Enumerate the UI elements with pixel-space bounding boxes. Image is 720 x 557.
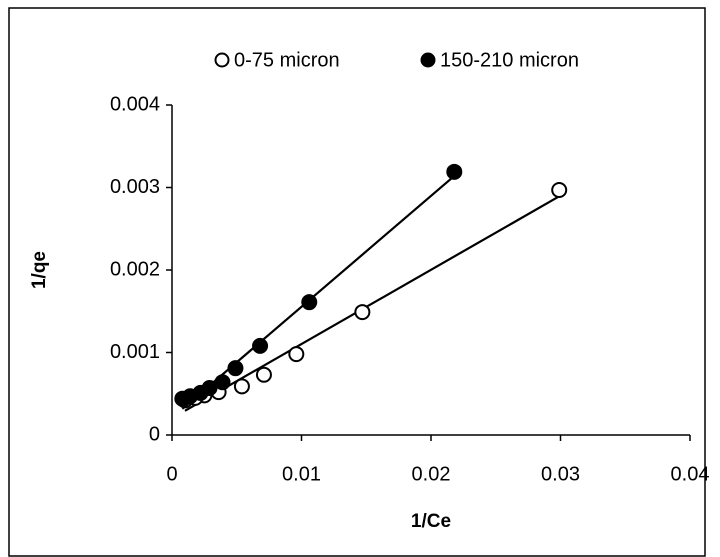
x-tick-label: 0.03	[541, 463, 580, 485]
x-tick-label: 0	[166, 463, 177, 485]
marker	[288, 346, 305, 363]
marker	[301, 294, 318, 311]
x-axis-title: 1/Ce	[411, 511, 451, 532]
y-tick-label: 0.002	[110, 258, 160, 280]
x-tick-label: 0.01	[282, 463, 321, 485]
marker	[227, 360, 244, 377]
chart-frame	[8, 7, 706, 557]
legend-marker	[214, 52, 230, 68]
marker	[233, 378, 250, 395]
y-tick-label: 0.004	[110, 93, 160, 115]
trendline	[184, 195, 560, 412]
marker	[551, 181, 568, 198]
marker	[255, 366, 272, 383]
x-tick-label: 0.04	[671, 463, 710, 485]
y-tick-label: 0	[149, 423, 160, 445]
x-tick-label: 0.02	[412, 463, 451, 485]
y-tick-label: 0.003	[110, 176, 160, 198]
legend-label: 150-210 micron	[440, 49, 579, 71]
marker	[174, 390, 191, 407]
y-axis-title: 1/qe	[29, 251, 50, 289]
marker	[446, 163, 463, 180]
legend-label: 0-75 micron	[234, 49, 340, 71]
marker	[252, 337, 269, 354]
legend-marker	[420, 52, 436, 68]
y-tick-label: 0.001	[110, 341, 160, 363]
marker	[354, 304, 371, 321]
marker	[214, 374, 231, 391]
